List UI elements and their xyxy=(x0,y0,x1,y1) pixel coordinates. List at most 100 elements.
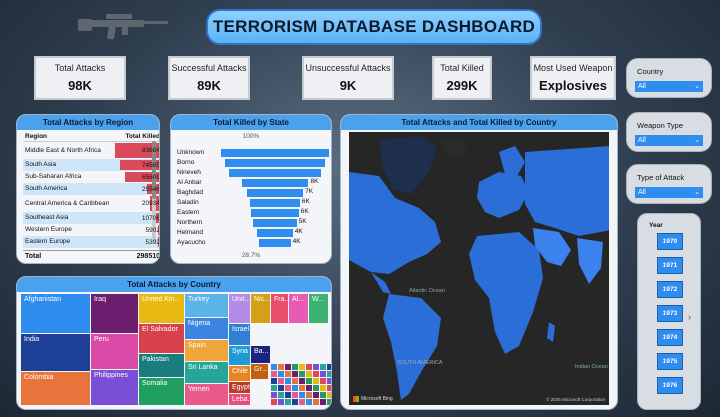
treemap-cell-small[interactable] xyxy=(327,392,331,398)
treemap-cell[interactable]: United Kin... xyxy=(139,294,184,323)
treemap-cell[interactable]: Chile xyxy=(229,366,250,381)
table-row[interactable]: South Asia 74585 xyxy=(23,159,159,171)
treemap-cell-small[interactable] xyxy=(271,399,277,405)
funnel-row[interactable]: Helmand 4K xyxy=(177,228,329,237)
funnel-row[interactable]: Baghdad 7K xyxy=(177,188,329,197)
treemap-cell-small[interactable] xyxy=(271,392,277,398)
treemap-cell[interactable]: Nigeria xyxy=(185,318,228,339)
treemap-cell-small[interactable] xyxy=(327,378,331,384)
table-row[interactable]: Eastern Europe 5392 xyxy=(23,236,159,248)
year-button[interactable]: 1974 xyxy=(657,329,683,346)
weapon-type-dropdown[interactable]: All ⌄ xyxy=(635,135,703,146)
column-header-total-killed[interactable]: Total Killed xyxy=(125,133,160,140)
treemap-cell-small[interactable] xyxy=(306,364,312,370)
year-button[interactable]: 1970 xyxy=(657,233,683,250)
treemap-cell[interactable]: Spain xyxy=(185,340,228,361)
treemap-cell-small[interactable] xyxy=(285,399,291,405)
treemap-cell-small[interactable] xyxy=(292,392,298,398)
table-row[interactable]: South America 25546 xyxy=(23,183,159,195)
treemap-cell-small[interactable] xyxy=(278,364,284,370)
attack-type-dropdown[interactable]: All ⌄ xyxy=(635,187,703,198)
treemap-cell-small[interactable] xyxy=(299,385,305,391)
treemap-cell[interactable]: Somalia xyxy=(139,378,184,405)
year-button[interactable]: 1975 xyxy=(657,353,683,370)
year-button[interactable]: 1976 xyxy=(657,377,683,394)
treemap-cell[interactable]: W... xyxy=(309,294,328,323)
treemap-cell[interactable]: Israel xyxy=(229,324,250,345)
treemap-cell-small[interactable] xyxy=(327,399,331,405)
table-row[interactable]: Middle East & North Africa 83684 xyxy=(23,142,159,159)
treemap-cell-small[interactable] xyxy=(292,399,298,405)
treemap-cell-small[interactable] xyxy=(327,364,331,370)
year-button[interactable]: 1973 xyxy=(657,305,683,322)
table-scroll-thumb[interactable] xyxy=(152,141,156,199)
country-dropdown[interactable]: All ⌄ xyxy=(635,81,703,92)
treemap-cell-small[interactable] xyxy=(278,378,284,384)
funnel-row[interactable]: Nineveh xyxy=(177,168,329,177)
treemap-cell[interactable]: El Salvador xyxy=(139,324,184,353)
treemap-cell-small[interactable] xyxy=(313,378,319,384)
treemap-cell-small[interactable] xyxy=(327,385,331,391)
treemap-cell-small[interactable] xyxy=(285,371,291,377)
treemap-cell[interactable]: Turkey xyxy=(185,294,228,317)
world-map[interactable]: Atlantic Ocean SOUTH AMERICA Indian Ocea… xyxy=(349,132,609,405)
treemap-cell-small[interactable] xyxy=(271,364,277,370)
treemap-cell-small[interactable] xyxy=(313,371,319,377)
treemap-cell-small[interactable] xyxy=(306,378,312,384)
treemap-cell[interactable]: Gr... xyxy=(251,364,268,379)
treemap-cell-small[interactable] xyxy=(320,392,326,398)
funnel-row[interactable]: Unknown xyxy=(177,148,329,157)
treemap-cell-small[interactable] xyxy=(299,399,305,405)
treemap-cell-small[interactable] xyxy=(299,392,305,398)
treemap-cell-small[interactable] xyxy=(285,378,291,384)
treemap-cell-small[interactable] xyxy=(285,392,291,398)
treemap-cell[interactable]: Egypt xyxy=(229,382,250,393)
treemap-cell[interactable]: Iraq xyxy=(91,294,138,333)
treemap-cell[interactable]: Afghanistan xyxy=(21,294,90,333)
treemap-cell-small[interactable] xyxy=(292,378,298,384)
treemap-cell[interactable]: Leba... xyxy=(229,394,250,405)
treemap-cell-small[interactable] xyxy=(327,371,331,377)
table-row[interactable]: Central America & Caribbean 20934 xyxy=(23,195,159,212)
funnel-row[interactable]: Borno xyxy=(177,158,329,167)
treemap-cell-small[interactable] xyxy=(320,385,326,391)
treemap-cell-small[interactable] xyxy=(320,364,326,370)
treemap-cell[interactable]: Unit... xyxy=(229,294,250,323)
treemap-cell-small[interactable] xyxy=(271,378,277,384)
treemap-cell-small[interactable] xyxy=(320,399,326,405)
treemap-cell[interactable]: Syria xyxy=(229,346,250,365)
treemap-cell-small[interactable] xyxy=(285,364,291,370)
treemap-cell-small[interactable] xyxy=(278,385,284,391)
funnel-row[interactable]: Ayacucho 4K xyxy=(177,238,329,247)
treemap-cell-small[interactable] xyxy=(292,364,298,370)
treemap-cell[interactable]: Fra... xyxy=(271,294,288,323)
treemap-cell-small[interactable] xyxy=(320,378,326,384)
treemap-cell-small[interactable] xyxy=(292,371,298,377)
chevron-right-icon[interactable]: › xyxy=(688,312,691,322)
treemap-cell[interactable]: India xyxy=(21,334,90,371)
year-button[interactable]: 1972 xyxy=(657,281,683,298)
treemap-cell-small[interactable] xyxy=(278,371,284,377)
treemap-cell[interactable]: Yemen xyxy=(185,384,228,405)
treemap-cell-small[interactable] xyxy=(271,385,277,391)
treemap-cell[interactable]: Sri Lanka xyxy=(185,362,228,383)
table-row[interactable]: Sub-Saharan Africa 65609 xyxy=(23,171,159,183)
table-row[interactable]: Western Europe 5902 xyxy=(23,224,159,236)
table-row[interactable]: Southeast Asia 10706 xyxy=(23,212,159,224)
treemap-cell[interactable]: Pakistan xyxy=(139,354,184,377)
treemap-cell[interactable]: Nic... xyxy=(251,294,270,323)
treemap-cell-small[interactable] xyxy=(306,371,312,377)
treemap-cell[interactable]: Ba... xyxy=(251,346,270,363)
funnel-row[interactable]: Saladin 6K xyxy=(177,198,329,207)
treemap-cell[interactable]: Colombia xyxy=(21,372,90,405)
treemap-cell-small[interactable] xyxy=(313,392,319,398)
treemap-cell-small[interactable] xyxy=(313,399,319,405)
treemap-cell-small[interactable] xyxy=(313,364,319,370)
treemap-cell-small[interactable] xyxy=(299,364,305,370)
treemap-cell-small[interactable] xyxy=(299,378,305,384)
treemap-cell-small[interactable] xyxy=(306,392,312,398)
treemap-cell-small[interactable] xyxy=(320,371,326,377)
funnel-row[interactable]: Eastern 6K xyxy=(177,208,329,217)
treemap-cell-small[interactable] xyxy=(313,385,319,391)
treemap-cell-small[interactable] xyxy=(292,385,298,391)
